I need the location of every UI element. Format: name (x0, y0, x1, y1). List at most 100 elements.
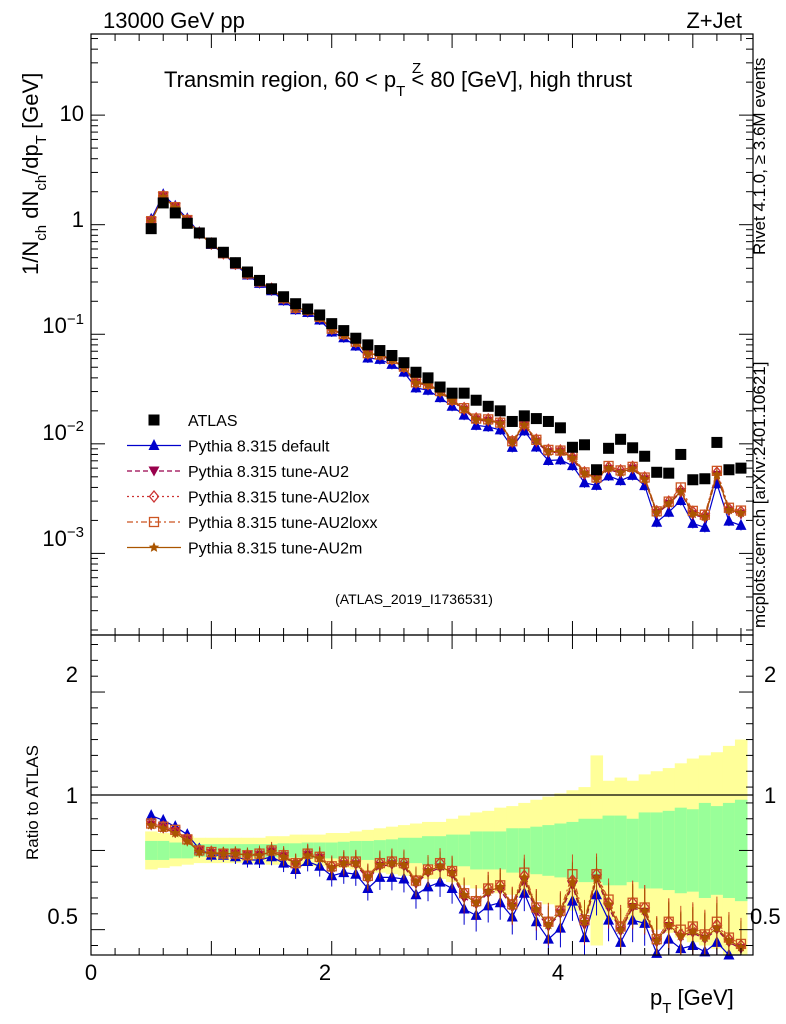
ratio-point (507, 900, 518, 911)
atlas-point (422, 372, 434, 384)
ytick-1e-1: 10−1 (42, 311, 84, 338)
main-point (711, 469, 723, 479)
ratio-point (422, 865, 434, 876)
legend-label: Pythia 8.315 default (188, 439, 330, 456)
ylabel-ratio: Ratio to ATLAS (23, 745, 42, 860)
rtick-right-2: 2 (764, 662, 776, 687)
ratio-point (495, 881, 506, 892)
ratio-point (338, 857, 349, 868)
band-1sigma (710, 806, 724, 895)
ratio-point (579, 916, 590, 927)
main-point (651, 506, 662, 517)
main-point (554, 453, 566, 465)
band-1sigma (590, 818, 604, 883)
band-1sigma (289, 843, 303, 858)
legend-marker (148, 489, 160, 504)
main-point (675, 493, 687, 505)
ratio-point (458, 889, 470, 900)
atlas-point (651, 466, 663, 478)
ratio-point (543, 919, 554, 930)
main-point (723, 514, 735, 526)
title-suffix: < 80 [GeV], high thrust (405, 67, 632, 92)
band-1sigma (157, 840, 170, 860)
main-point (555, 445, 566, 456)
main-ytick-labels: 10−3 10−2 10−1 1 10 (42, 101, 84, 551)
rtick-left-1: 1 (66, 783, 78, 808)
main-point (543, 446, 554, 457)
atlas-point (482, 400, 494, 412)
ratio-series-group (145, 809, 747, 960)
atlas-point (362, 339, 374, 351)
band-1sigma (686, 809, 700, 892)
legend-label: Pythia 8.315 tune-AU2lox (188, 490, 369, 507)
legend-marker (148, 516, 160, 528)
legend-marker (148, 439, 160, 450)
main-point (567, 452, 578, 463)
main-point (566, 459, 578, 471)
legend-label: Pythia 8.315 tune-AU2m (188, 541, 362, 558)
legend-label: ATLAS (188, 413, 238, 430)
ratio-point (723, 935, 735, 946)
plot-title: Transmin region, 60 < pT < 80 [GeV], hig… (164, 67, 632, 100)
main-point (446, 394, 458, 405)
ratio-point (434, 860, 446, 871)
atlas-point (434, 381, 446, 393)
title-sub: T (396, 83, 405, 100)
main-point (675, 485, 686, 496)
ratio-point (290, 857, 301, 868)
ratio-point (615, 924, 626, 935)
main-point (699, 520, 711, 532)
atlas-point (699, 473, 711, 485)
atlas-point (338, 325, 350, 337)
atlas-point (603, 442, 615, 454)
main-point (470, 413, 482, 424)
ratio-point (242, 849, 253, 860)
main-point (651, 515, 663, 527)
ylabel-main: 1/Nch dNch/dpT [GeV] (18, 73, 50, 275)
ratio-point (314, 852, 325, 863)
atlas-point (145, 223, 157, 235)
atlas-point (205, 237, 217, 249)
ratio-point (362, 871, 374, 882)
band-1sigma (626, 818, 640, 883)
ytick-1: 1 (72, 207, 84, 232)
main-point (723, 504, 735, 515)
atlas-point (735, 462, 747, 474)
ratio-point (398, 859, 410, 870)
ratio-point (374, 859, 386, 870)
atlas-point (458, 387, 470, 399)
ratio-point (531, 903, 542, 914)
main-series-group (145, 188, 747, 533)
ratio-point (350, 857, 361, 868)
atlas-point (266, 283, 278, 295)
main-point (627, 462, 638, 473)
band-1sigma (145, 840, 158, 860)
atlas-point (675, 448, 687, 460)
atlas-point (302, 303, 314, 315)
mcplots-label: mcplots.cern.ch [arXiv:2401.10621] (750, 362, 769, 628)
main-point (422, 379, 434, 389)
main-point (603, 462, 614, 473)
band-1sigma (181, 842, 194, 859)
atlas-point (290, 298, 302, 310)
band-1sigma (373, 840, 387, 861)
atlas-point (530, 413, 542, 425)
atlas-point (314, 309, 326, 321)
main-point (483, 415, 494, 426)
atlas-point (615, 433, 627, 445)
main-point (699, 511, 711, 522)
atlas-point (157, 197, 169, 209)
atlas-point (254, 274, 266, 286)
band-1sigma (518, 828, 531, 873)
main-point (542, 454, 554, 466)
legend: ATLAS Pythia 8.315 default Pythia 8.315 tu… (127, 413, 377, 558)
main-point (579, 467, 590, 478)
legend-marker (148, 414, 160, 426)
band-1sigma (361, 840, 375, 860)
band-1sigma (638, 812, 652, 889)
ratio-point (182, 835, 193, 846)
ratio-point (194, 846, 205, 857)
ratio-point (555, 906, 566, 917)
xtick-0: 0 (85, 960, 97, 985)
atlas-point (506, 415, 518, 427)
